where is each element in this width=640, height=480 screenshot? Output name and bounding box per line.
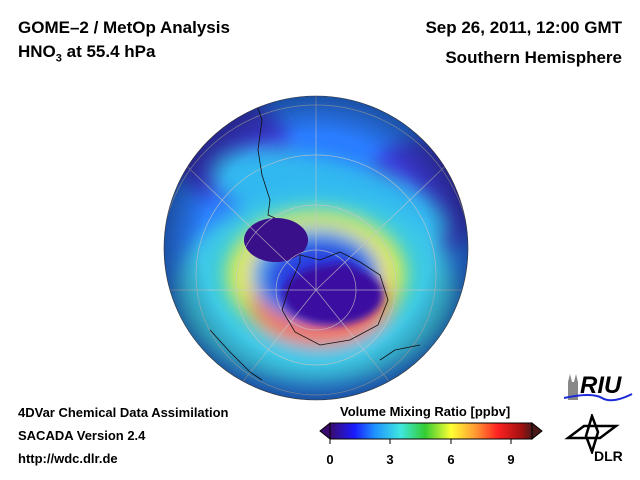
species: HNO xyxy=(18,42,56,61)
date-time: Sep 26, 2011, 12:00 GMT xyxy=(425,18,622,37)
title: GOME–2 / MetOp Analysis xyxy=(18,18,230,37)
colorbar-max-arrow xyxy=(531,421,543,441)
colorbar-title: Volume Mixing Ratio [ppbv] xyxy=(340,404,511,419)
colorbar-gradient xyxy=(329,422,533,440)
globe-outline xyxy=(163,95,469,401)
footer-link[interactable]: http://wdc.dlr.de xyxy=(18,451,118,466)
colorbar-tick-label: 9 xyxy=(507,452,515,467)
colorbar xyxy=(319,421,543,444)
hemisphere: Southern Hemisphere xyxy=(445,48,622,67)
pressure-level: at 55.4 hPa xyxy=(61,42,156,61)
colorbar-tick-label: 0 xyxy=(326,452,334,467)
dlr-emblem-icon xyxy=(564,412,620,456)
riu-logo: RIU xyxy=(562,372,634,402)
colorbar-tick-label: 6 xyxy=(447,452,455,467)
dlr-logo-text: DLR xyxy=(594,448,623,464)
colorbar-tick-label: 3 xyxy=(386,452,394,467)
cathedral-icon xyxy=(568,374,578,400)
species-subscript: 3 xyxy=(55,52,62,65)
footer-line-1: 4DVar Chemical Data Assimilation xyxy=(18,405,229,420)
dlr-logo: DLR xyxy=(564,412,634,466)
wave-icon xyxy=(563,393,633,402)
subtitle: HNO3 at 55.4 hPa xyxy=(18,42,155,64)
colorbar-ticks xyxy=(329,439,512,444)
globe-field xyxy=(164,96,468,400)
colorbar-min-arrow xyxy=(319,421,331,441)
footer-line-2: SACADA Version 2.4 xyxy=(18,428,146,443)
